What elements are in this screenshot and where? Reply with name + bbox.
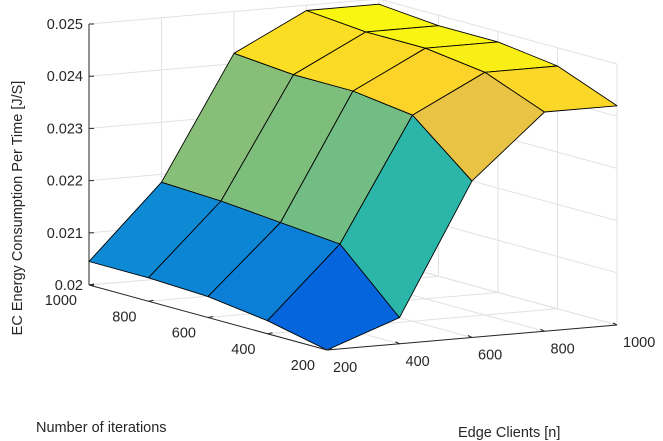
x-axis-label: Edge Clients [n] [458, 425, 560, 441]
x-tick-label: 1000 [623, 335, 655, 351]
z-tick-label: 0.021 [47, 226, 83, 242]
z-tick-label: 0.02 [55, 278, 83, 294]
x-tick-label: 200 [333, 360, 357, 376]
z-tick-label: 0.023 [47, 121, 83, 137]
z-axis-ticks: 0.02 0.021 0.022 0.023 0.024 0.025 [47, 17, 94, 294]
x-tick-mark [612, 322, 618, 326]
x-tick-label: 800 [551, 341, 575, 357]
y-tick-mark [148, 299, 154, 302]
y-tick-mark [88, 283, 95, 286]
z-tick-label: 0.024 [47, 69, 83, 85]
y-tick-mark [207, 316, 214, 318]
x-tick-label: 400 [406, 354, 430, 370]
y-tick-label: 600 [172, 326, 196, 342]
z-axis-label: EC Energy Consumption Per Time [J/S] [10, 81, 26, 336]
y-tick-mark [326, 348, 333, 351]
surface [88, 3, 618, 351]
y-tick-label: 800 [112, 309, 136, 325]
y-tick-mark [267, 332, 273, 335]
x-axis-ticks: 200 400 600 800 1000 [322, 322, 655, 376]
x-tick-label: 600 [478, 348, 502, 364]
x-tick-mark [467, 335, 473, 338]
surface-patch [484, 65, 618, 113]
y-axis-ticks: 200 400 600 800 1000 [45, 283, 333, 374]
y-tick-label: 1000 [45, 293, 77, 309]
z-tick-label: 0.022 [47, 174, 83, 190]
x-tick-mark [322, 347, 328, 351]
y-axis-label: Number of iterations [36, 420, 167, 436]
z-tick-label: 0.025 [47, 17, 83, 33]
x-tick-mark [540, 328, 545, 332]
y-tick-label: 400 [231, 342, 255, 358]
x-tick-mark [395, 341, 400, 345]
y-tick-label: 200 [291, 358, 315, 374]
